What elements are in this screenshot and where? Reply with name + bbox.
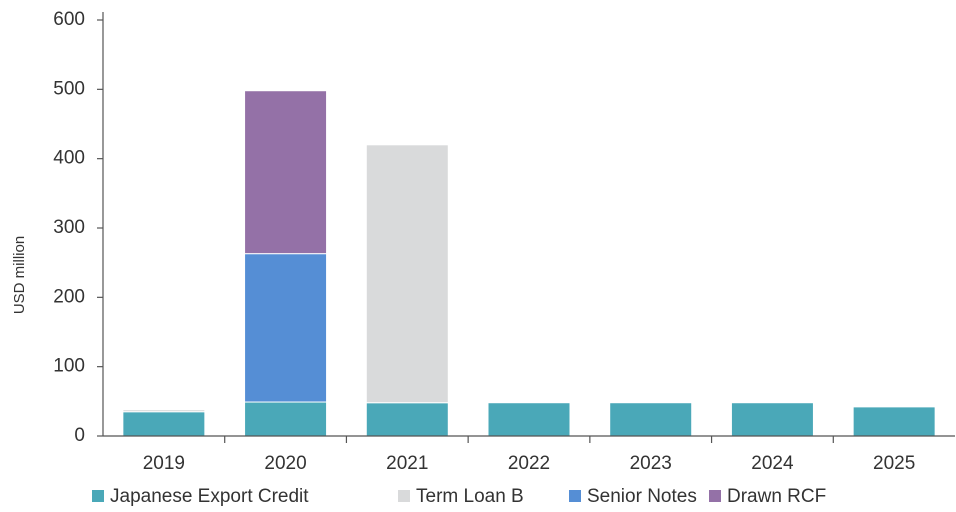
bar-segment	[122, 411, 206, 437]
legend-label: Term Loan B	[416, 486, 524, 507]
legend-swatch	[92, 490, 104, 502]
y-tick-label: 300	[53, 217, 85, 238]
y-tick-label: 600	[53, 9, 85, 30]
bar-segment	[122, 409, 206, 413]
legend-label: Senior Notes	[587, 486, 697, 507]
y-axis-label: USD million	[11, 236, 28, 314]
legend-swatch	[398, 490, 410, 502]
x-tick-label: 2023	[630, 453, 672, 474]
x-tick-label: 2024	[751, 453, 794, 474]
legend-swatch	[709, 490, 721, 502]
legend-label: Japanese Export Credit	[110, 486, 309, 507]
bar-segment	[244, 90, 328, 255]
x-tick-label: 2020	[264, 453, 306, 474]
bar-segment	[365, 144, 449, 404]
bar-segment	[852, 406, 936, 437]
bar-segment	[365, 402, 449, 437]
x-tick-label: 2019	[143, 453, 185, 474]
y-tick-label: 100	[53, 356, 85, 377]
x-tick-label: 2021	[386, 453, 428, 474]
y-tick-label: 200	[53, 286, 85, 307]
bar-segment	[244, 401, 328, 437]
bar-segment	[244, 253, 328, 403]
y-tick-label: 0	[74, 425, 85, 446]
legend-label: Drawn RCF	[727, 486, 826, 507]
y-tick-label: 500	[53, 78, 85, 99]
x-tick-label: 2022	[508, 453, 550, 474]
bar-segment	[487, 402, 571, 437]
y-tick-label: 400	[53, 148, 85, 169]
bar-segment	[730, 402, 814, 437]
legend-swatch	[569, 490, 581, 502]
bar-segment	[609, 402, 693, 437]
x-tick-label: 2025	[873, 453, 915, 474]
